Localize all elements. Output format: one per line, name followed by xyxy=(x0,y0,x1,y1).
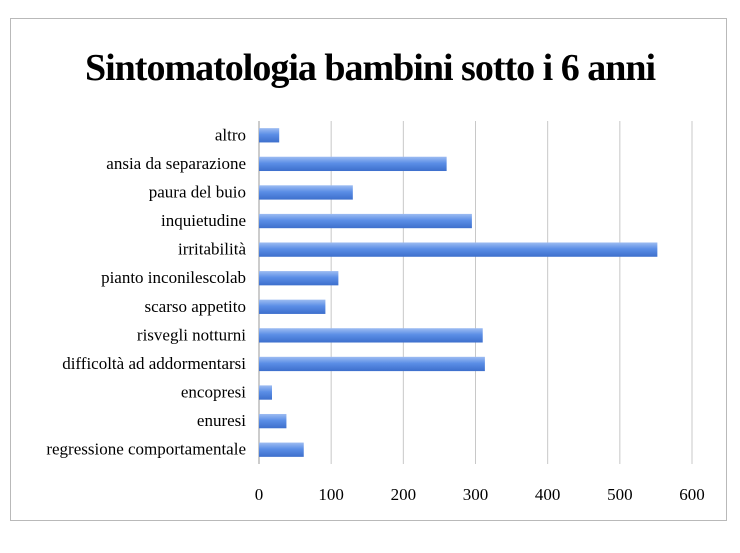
x-tick-label: 300 xyxy=(463,485,489,504)
bar xyxy=(259,271,339,286)
category-label: scarso appetito xyxy=(145,297,247,316)
bar xyxy=(259,213,472,229)
category-label: ansia da separazione xyxy=(106,154,246,173)
category-label: paura del buio xyxy=(149,182,246,201)
category-label: risvegli notturni xyxy=(137,325,246,344)
bar xyxy=(259,442,304,457)
category-label: irritabilità xyxy=(178,240,246,259)
bar xyxy=(259,185,353,200)
bar xyxy=(259,128,280,143)
bar xyxy=(259,156,447,172)
category-label: encopresi xyxy=(181,383,246,402)
chart-frame xyxy=(10,18,727,521)
bar xyxy=(259,356,485,372)
category-label: difficoltà ad addormentarsi xyxy=(62,354,246,373)
bar xyxy=(259,385,272,400)
x-tick-label: 200 xyxy=(391,485,417,504)
bar xyxy=(259,242,658,257)
category-label: regressione comportamentale xyxy=(46,440,246,459)
bar xyxy=(259,299,326,314)
x-tick-label: 500 xyxy=(607,485,633,504)
category-label: inquietudine xyxy=(161,211,246,230)
chart-title: Sintomatologia bambini sotto i 6 anni xyxy=(84,47,656,89)
bar xyxy=(259,413,287,429)
category-label: enuresi xyxy=(197,411,246,430)
x-tick-label: 400 xyxy=(535,485,561,504)
bar xyxy=(259,328,483,343)
x-tick-label: 600 xyxy=(679,485,705,504)
x-tick-label: 0 xyxy=(255,485,264,504)
x-tick-label: 100 xyxy=(318,485,344,504)
category-label: altro xyxy=(215,125,246,144)
category-label: pianto inconilescolab xyxy=(101,268,246,287)
